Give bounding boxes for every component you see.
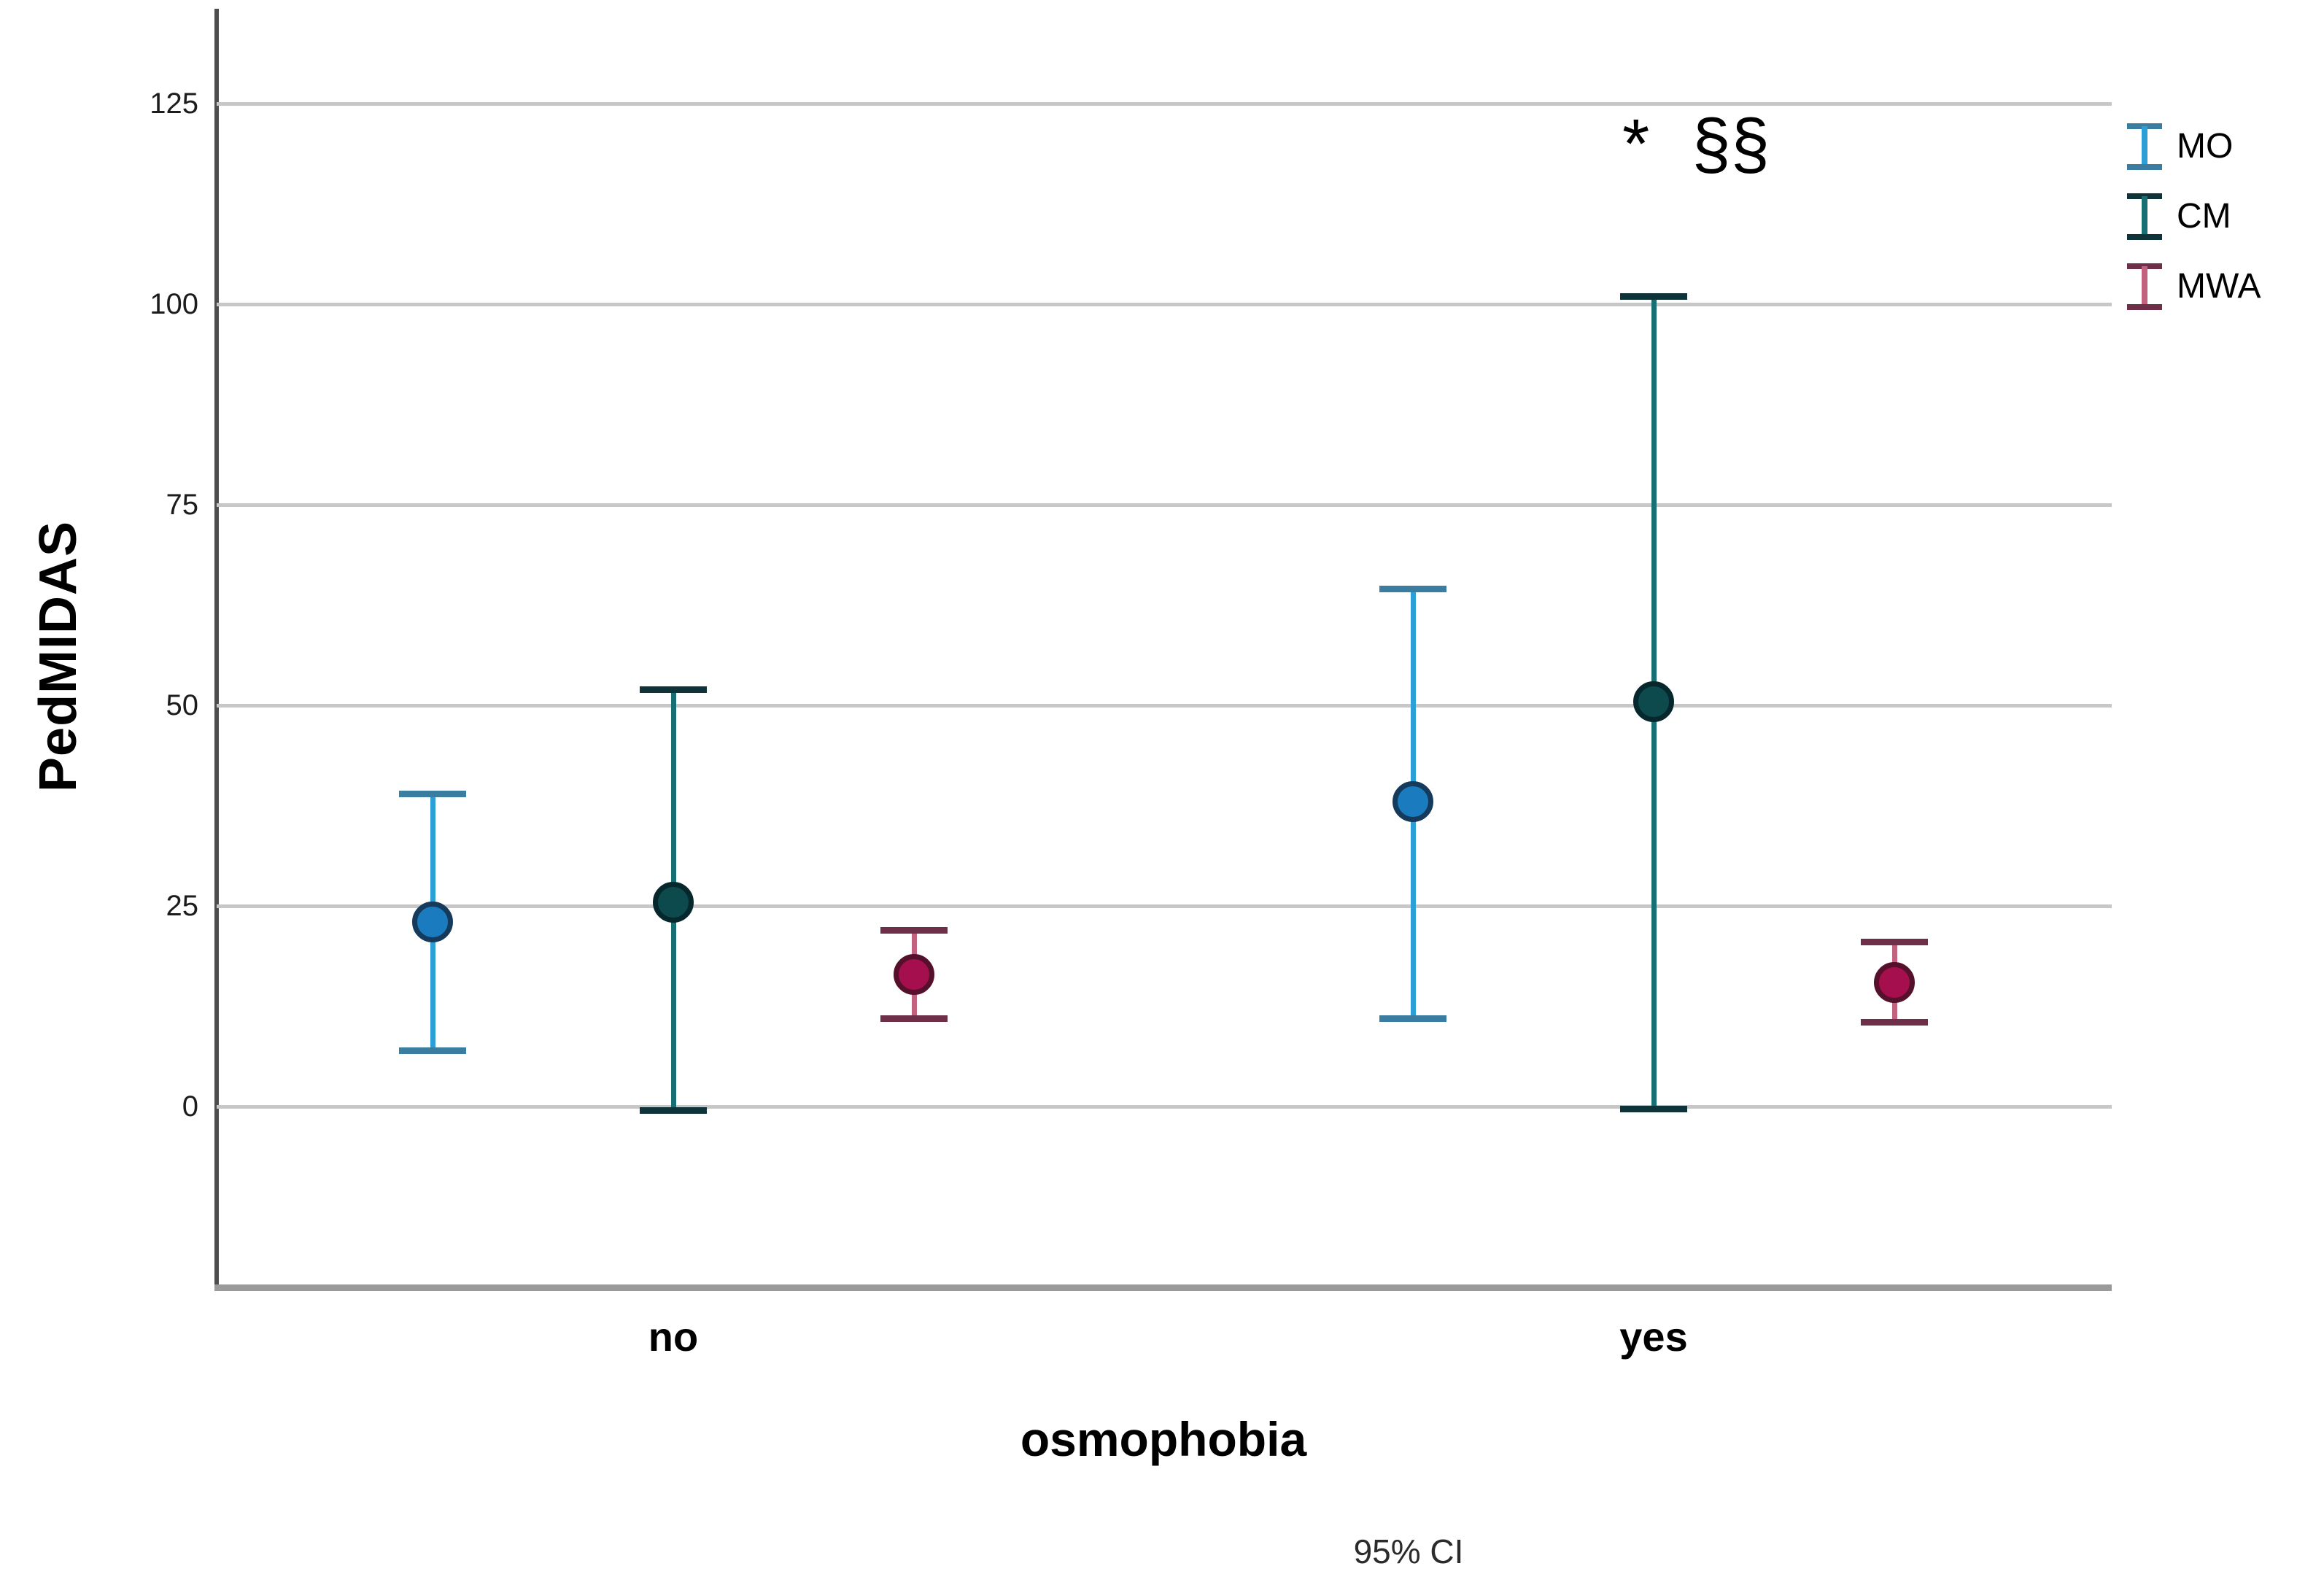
significance-annotation: * §§ [1622, 109, 1770, 179]
y-tick-label-50: 50 [166, 689, 199, 722]
legend-label-MO: MO [2177, 127, 2234, 166]
gridline-y125 [217, 101, 2112, 106]
mean-dot-CM-yes [1633, 681, 1674, 722]
errorbar-icon [2127, 123, 2162, 170]
ci-cap-hi-MO-no [399, 790, 466, 797]
legend-item-MWA: MWA [2127, 263, 2261, 311]
y-tick-label-75: 75 [166, 489, 199, 522]
mean-dot-MO-no [412, 902, 453, 943]
x-category-label-no: no [648, 1314, 699, 1360]
ci-cap-lo-CM-yes [1620, 1106, 1687, 1113]
legend-item-MO: MO [2127, 123, 2261, 171]
ci-cap-hi-MWA-no [880, 926, 948, 934]
y-tick-label-0: 0 [182, 1090, 198, 1123]
y-tick-label-100: 100 [150, 288, 198, 321]
y-tick-label-125: 125 [150, 88, 198, 120]
y-tick-label-25: 25 [166, 890, 199, 923]
x-category-label-yes: yes [1619, 1314, 1688, 1360]
y-axis-line [214, 9, 219, 1290]
gridline-y0 [217, 1104, 2112, 1109]
legend-item-CM: CM [2127, 193, 2261, 241]
mean-dot-MO-yes [1393, 781, 1433, 823]
mean-dot-MWA-yes [1874, 961, 1915, 1003]
ci-cap-lo-MWA-no [880, 1015, 948, 1022]
legend-label-CM: CM [2177, 197, 2231, 236]
ci-cap-hi-MWA-yes [1861, 939, 1928, 946]
errorbar-icon [2127, 193, 2162, 240]
gridline-y75 [217, 503, 2112, 507]
legend-label-MWA: MWA [2177, 267, 2261, 306]
gridline-y25 [217, 904, 2112, 908]
x-axis-line [214, 1284, 2112, 1291]
significance-sections: §§ [1692, 105, 1770, 183]
ci-cap-lo-MWA-yes [1861, 1019, 1928, 1026]
ci-cap-hi-CM-yes [1620, 292, 1687, 300]
legend: MO CM MWA [2127, 123, 2261, 311]
ci-cap-lo-MO-yes [1379, 1015, 1446, 1022]
y-axis-title: PedMIDAS [29, 520, 88, 792]
ci-cap-lo-CM-no [640, 1107, 707, 1115]
gridline-y50 [217, 703, 2112, 708]
mean-dot-MWA-no [894, 953, 934, 995]
ci-cap-hi-MO-yes [1379, 586, 1446, 593]
x-axis-title: osmophobia [1020, 1412, 1307, 1466]
gridline-y100 [217, 302, 2112, 306]
errorbar-icon [2127, 263, 2162, 310]
ci-cap-hi-CM-no [640, 686, 707, 693]
mean-dot-CM-no [653, 881, 694, 923]
figure-caption-95ci: 95% CI [1353, 1532, 1464, 1570]
significance-star: * [1622, 105, 1650, 183]
ci-cap-lo-MO-no [399, 1047, 466, 1054]
